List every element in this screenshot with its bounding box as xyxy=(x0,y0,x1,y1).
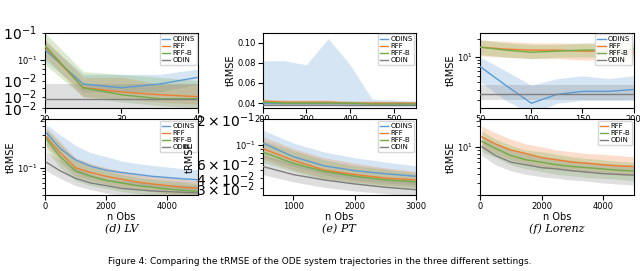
Text: (a) LV: (a) LV xyxy=(105,137,138,147)
Y-axis label: tRMSE: tRMSE xyxy=(226,54,236,86)
Text: (c) Lorenz: (c) Lorenz xyxy=(528,137,586,147)
X-axis label: n Obs: n Obs xyxy=(108,212,136,222)
X-axis label: n Obs: n Obs xyxy=(543,212,571,222)
Text: Figure 4: Comparing the tRMSE of the ODE system trajectories in the three differ: Figure 4: Comparing the tRMSE of the ODE… xyxy=(108,257,532,266)
Text: (b) PT: (b) PT xyxy=(322,137,356,147)
Legend: ODINS, RFF, RFF-B, ODIN: ODINS, RFF, RFF-B, ODIN xyxy=(378,121,415,152)
X-axis label: n Obs: n Obs xyxy=(325,212,353,222)
Text: (f) Lorenz: (f) Lorenz xyxy=(529,224,585,234)
Legend: ODINS, RFF, RFF-B, ODIN: ODINS, RFF, RFF-B, ODIN xyxy=(160,121,196,152)
Y-axis label: tRMSE: tRMSE xyxy=(446,54,456,86)
Text: (e) PT: (e) PT xyxy=(323,224,356,234)
X-axis label: n features: n features xyxy=(97,125,147,136)
Y-axis label: tRMSE: tRMSE xyxy=(6,141,16,173)
Y-axis label: tRMSE: tRMSE xyxy=(446,141,456,173)
Legend: ODINS, RFF, RFF-B, ODIN: ODINS, RFF, RFF-B, ODIN xyxy=(160,34,196,65)
X-axis label: n features: n features xyxy=(314,125,364,136)
Text: (d) LV: (d) LV xyxy=(105,224,138,234)
Legend: ODINS, RFF, RFF-B, ODIN: ODINS, RFF, RFF-B, ODIN xyxy=(378,34,415,65)
Y-axis label: tRMSE: tRMSE xyxy=(184,141,195,173)
X-axis label: n features: n features xyxy=(532,125,582,136)
Legend: ODINS, RFF, RFF-B, ODIN: ODINS, RFF, RFF-B, ODIN xyxy=(595,34,632,65)
Legend: RFF, RFF-B, ODIN: RFF, RFF-B, ODIN xyxy=(598,121,632,145)
